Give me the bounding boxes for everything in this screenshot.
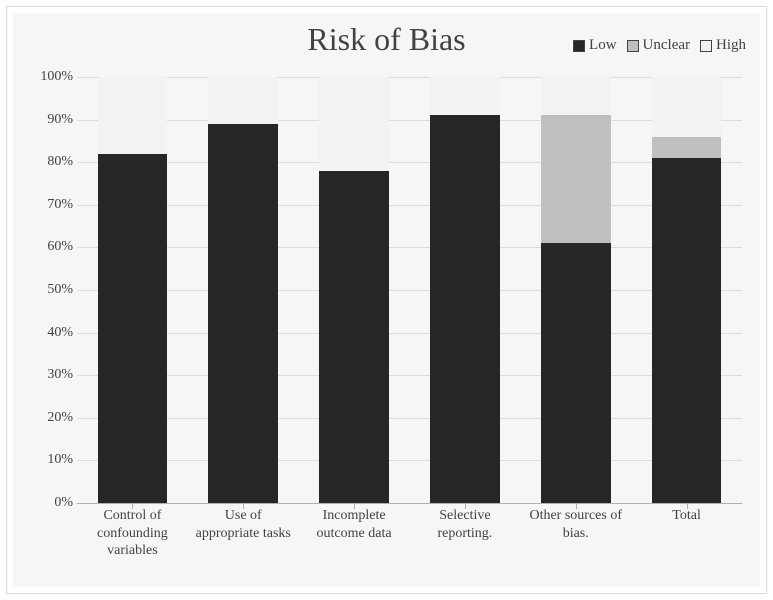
bar <box>541 77 611 503</box>
y-tick-label: 80% <box>29 154 73 170</box>
plot-area <box>77 77 742 503</box>
bar-slot <box>77 77 188 503</box>
bar-slot <box>631 77 742 503</box>
legend: Low Unclear High <box>573 37 746 54</box>
chart-frame: Risk of Bias Low Unclear High 0%10%20%30… <box>6 6 767 594</box>
bar-segment-high <box>652 77 722 137</box>
x-axis-label: Other sources of bias. <box>520 503 631 587</box>
y-tick-label: 100% <box>29 69 73 85</box>
y-tick-label: 30% <box>29 367 73 383</box>
bar <box>319 77 389 503</box>
legend-swatch-unclear <box>627 40 639 52</box>
legend-item-high: High <box>700 37 746 54</box>
legend-label-unclear: Unclear <box>643 37 690 54</box>
y-tick-label: 60% <box>29 239 73 255</box>
bar-segment-unclear <box>652 137 722 158</box>
bar-segment-high <box>98 77 168 154</box>
legend-label-high: High <box>716 37 746 54</box>
bar-segment-unclear <box>541 115 611 243</box>
y-tick-label: 90% <box>29 112 73 128</box>
bar-segment-low <box>98 154 168 503</box>
y-tick-label: 0% <box>29 495 73 511</box>
x-axis-label: Use of appropriate tasks <box>188 503 299 587</box>
bar-segment-low <box>208 124 278 503</box>
x-axis: Control of confounding variablesUse of a… <box>77 503 742 587</box>
x-axis-label: Total <box>631 503 742 587</box>
legend-item-low: Low <box>573 37 617 54</box>
bar <box>652 77 722 503</box>
bars-layer <box>77 77 742 503</box>
x-axis-label: Incomplete outcome data <box>299 503 410 587</box>
bar <box>430 77 500 503</box>
bar-segment-low <box>319 171 389 503</box>
bar-segment-high <box>430 77 500 115</box>
bar <box>208 77 278 503</box>
x-axis-label: Control of confounding variables <box>77 503 188 587</box>
bar-segment-high <box>541 77 611 115</box>
bar-segment-low <box>430 115 500 503</box>
bar-slot <box>188 77 299 503</box>
x-axis-label: Selective reporting. <box>409 503 520 587</box>
legend-swatch-high <box>700 40 712 52</box>
legend-item-unclear: Unclear <box>627 37 690 54</box>
y-axis: 0%10%20%30%40%50%60%70%80%90%100% <box>29 77 73 503</box>
bar-segment-high <box>208 77 278 124</box>
bar-slot <box>520 77 631 503</box>
bar-segment-high <box>319 77 389 171</box>
bar-segment-low <box>541 243 611 503</box>
chart-container: Risk of Bias Low Unclear High 0%10%20%30… <box>0 0 773 600</box>
y-tick-label: 20% <box>29 410 73 426</box>
bar <box>98 77 168 503</box>
bar-segment-low <box>652 158 722 503</box>
bar-slot <box>299 77 410 503</box>
bar-slot <box>409 77 520 503</box>
y-tick-label: 70% <box>29 197 73 213</box>
y-tick-label: 50% <box>29 282 73 298</box>
legend-label-low: Low <box>589 37 617 54</box>
y-tick-label: 40% <box>29 325 73 341</box>
y-tick-label: 10% <box>29 452 73 468</box>
legend-swatch-low <box>573 40 585 52</box>
